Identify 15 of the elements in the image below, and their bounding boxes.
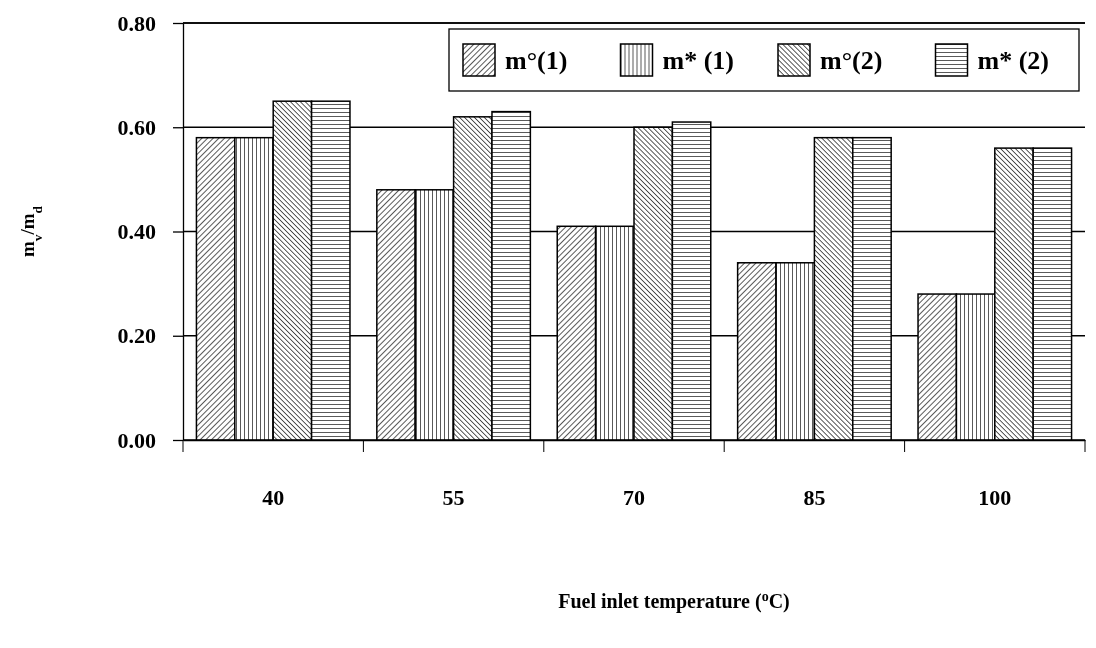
- x-tick-label: 70: [623, 485, 645, 510]
- y-tick-label: 0.40: [117, 219, 156, 245]
- y-tick-label: 0.00: [117, 427, 156, 453]
- y-tick-label: 0.20: [117, 323, 156, 349]
- x-tick-label: 85: [803, 485, 826, 510]
- legend-label: m°(1): [505, 46, 568, 75]
- x-tick-label: 55: [442, 485, 465, 510]
- legend-label: m* (2): [977, 46, 1049, 75]
- y-tick-label: 0.80: [117, 10, 156, 36]
- x-tick-label: 100: [978, 485, 1012, 510]
- legend-label: m* (1): [662, 46, 734, 75]
- x-tick-label: 40: [262, 485, 285, 510]
- legend-label: m°(2): [820, 46, 883, 75]
- y-tick-label: 0.60: [117, 114, 156, 140]
- x-axis-title: Fuel inlet temperature ($^{o}$C): [558, 588, 790, 613]
